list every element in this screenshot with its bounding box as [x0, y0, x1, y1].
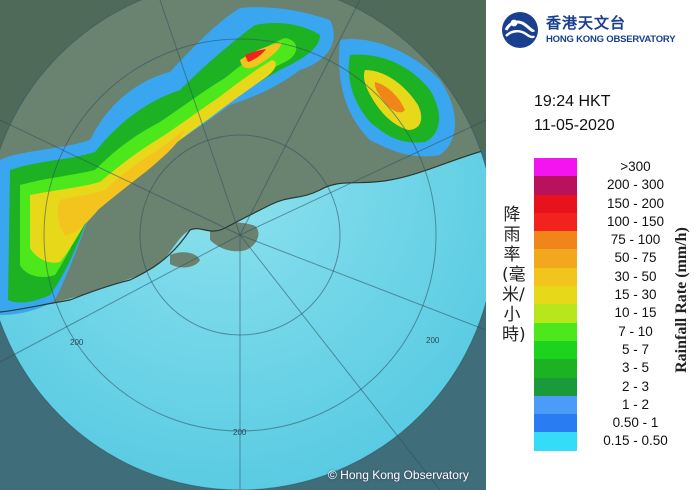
hko-logo-icon: [502, 12, 538, 48]
legend-range-label: 200 - 300: [606, 177, 665, 193]
legend-swatch: [534, 340, 577, 360]
rain-echoes: [0, 7, 455, 316]
legend-row: 100 - 150: [534, 212, 692, 232]
hko-logo[interactable]: 香港天文台 HONG KONG OBSERVATORY: [500, 10, 696, 50]
legend-row: 10 - 15: [534, 304, 692, 323]
ring-label-west: 200: [70, 338, 84, 347]
legend-range-label: >300: [620, 159, 651, 174]
legend-row: 2 - 3: [534, 377, 692, 396]
legend-range-label: 2 - 3: [621, 378, 649, 394]
legend-range-label: 7 - 10: [618, 323, 653, 339]
copyright-text: © Hong Kong Observatory: [328, 468, 469, 482]
legend-row: 15 - 30: [534, 286, 692, 305]
legend-row: 0.50 - 1: [534, 414, 692, 433]
range-rings: [0, 0, 486, 490]
legend-row: >300: [534, 158, 692, 177]
org-name-zh: 香港天文台: [546, 14, 627, 32]
rainfall-legend: >300 200 - 300 150 - 200 100 - 150 75 - 100 5…: [534, 158, 692, 451]
legend-swatch: [534, 286, 577, 305]
legend-range-label: 0.15 - 0.50: [603, 433, 668, 449]
legend-range-label: 30 - 50: [614, 268, 657, 284]
legend-row: 7 - 10: [534, 322, 692, 341]
legend-swatch: [534, 231, 577, 250]
legend-row: 0.15 - 0.50: [534, 432, 692, 451]
legend-swatch: [534, 322, 577, 341]
legend-range-label: 10 - 15: [614, 305, 657, 321]
radar-map[interactable]: 200 200 200 © Hong Kong Observatory: [0, 0, 486, 490]
legend-swatch: [534, 267, 577, 287]
ring-label-south: 200: [233, 428, 247, 437]
legend-range-label: 0.50 - 1: [612, 415, 659, 431]
legend-row: 3 - 5: [534, 359, 692, 378]
legend-swatch: [534, 304, 577, 323]
legend-swatch: [534, 176, 577, 195]
legend-title-zh: 降雨率(毫米/小時): [502, 205, 526, 345]
radar-time: 19:24 HKT: [534, 93, 611, 110]
legend-row: 200 - 300: [534, 176, 692, 195]
org-name-en: HONG KONG OBSERVATORY: [546, 34, 676, 45]
legend-range-label: 75 - 100: [610, 232, 661, 248]
legend-row: 5 - 7: [534, 340, 692, 360]
legend-panel: 香港天文台 HONG KONG OBSERVATORY 19:24 HKT 11…: [486, 0, 700, 490]
legend-range-label: 100 - 150: [606, 213, 665, 229]
legend-range-label: 50 - 75: [614, 250, 657, 266]
lantau-island: [170, 252, 200, 268]
legend-row: 1 - 2: [534, 395, 692, 415]
legend-swatch: [534, 377, 577, 396]
legend-range-label: 15 - 30: [614, 287, 657, 303]
legend-swatch: [534, 414, 577, 433]
legend-row: 150 - 200: [534, 194, 692, 213]
radar-map-svg: 200 200 200: [0, 0, 486, 490]
ring-label-east: 200: [426, 336, 440, 345]
legend-range-label: 3 - 5: [621, 360, 649, 376]
radar-date: 11-05-2020: [534, 117, 615, 134]
legend-row: 30 - 50: [534, 267, 692, 287]
legend-swatch: [534, 249, 577, 268]
legend-swatch: [534, 359, 577, 378]
legend-swatch: [534, 212, 577, 232]
legend-range-label: 5 - 7: [621, 341, 649, 357]
legend-row: 75 - 100: [534, 231, 692, 250]
legend-range-label: 150 - 200: [606, 195, 665, 211]
legend-swatch: [534, 395, 577, 415]
legend-row: 50 - 75: [534, 249, 692, 268]
legend-range-label: 1 - 2: [621, 396, 649, 412]
legend-swatch: [534, 432, 577, 451]
legend-swatch: [534, 194, 577, 213]
legend-swatch: [534, 158, 577, 177]
